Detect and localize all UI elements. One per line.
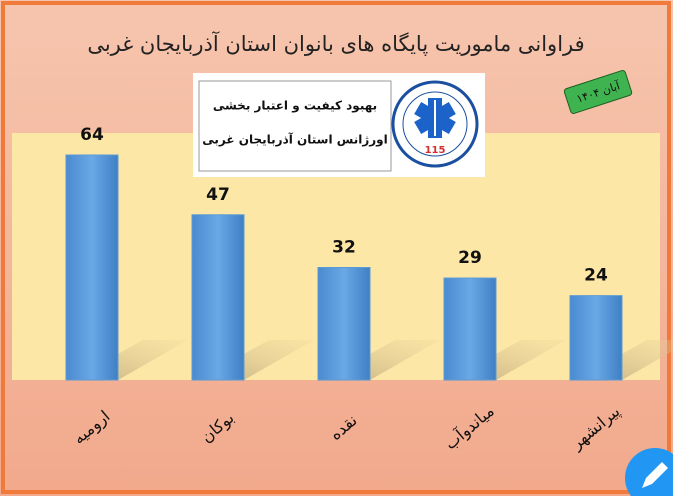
bar [443, 277, 497, 381]
data-label: 29 [458, 248, 482, 268]
logo: 115 [391, 80, 479, 168]
bar [191, 214, 245, 381]
edit-button[interactable] [625, 448, 673, 500]
info-line2: اورژانس استان آذربایجان غربی [202, 132, 387, 148]
data-label: 32 [332, 238, 356, 258]
data-label: 24 [584, 266, 608, 286]
chart-title: فراوانی ماموریت پایگاه های بانوان استان … [87, 31, 584, 56]
info-line1: بهبود کیفیت و اعتبار بخشی [213, 99, 377, 114]
data-label: 47 [206, 185, 230, 205]
info-inner [198, 80, 392, 172]
bar [569, 295, 623, 381]
bar [317, 267, 371, 381]
data-label: 64 [80, 125, 104, 145]
bar [65, 154, 119, 381]
logo-number: 115 [425, 145, 446, 156]
